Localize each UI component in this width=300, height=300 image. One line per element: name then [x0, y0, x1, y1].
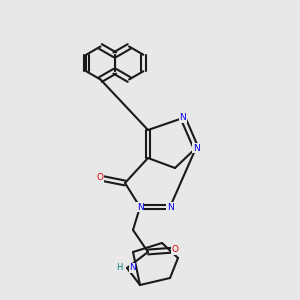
Text: N: N [136, 202, 143, 211]
Text: O: O [97, 173, 104, 182]
Text: N: N [167, 202, 173, 211]
Text: O: O [172, 245, 178, 254]
Text: N: N [193, 143, 200, 152]
Text: N: N [180, 113, 186, 122]
Text: H: H [116, 263, 123, 272]
Text: N: N [129, 263, 136, 272]
